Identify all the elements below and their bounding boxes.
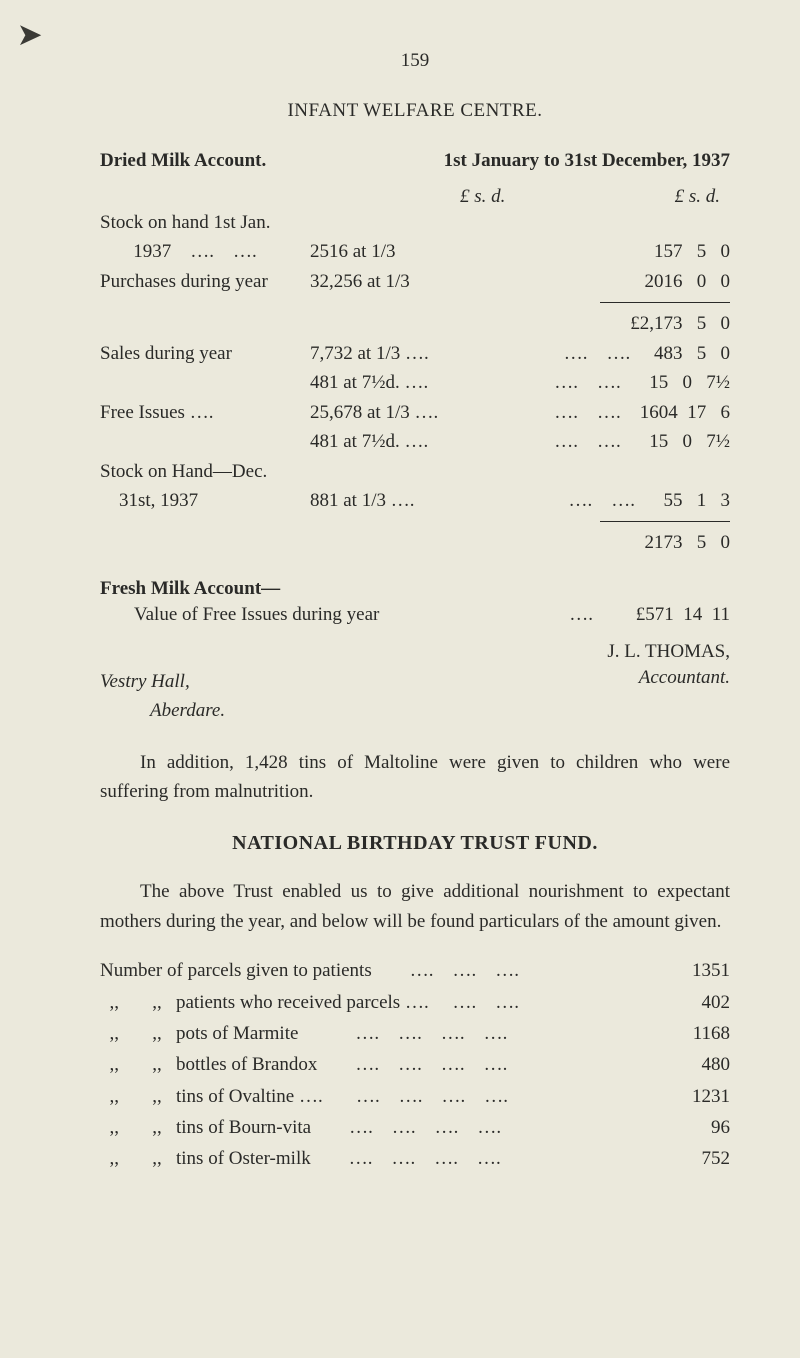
section-title: INFANT WELFARE CENTRE. — [100, 100, 730, 122]
row-mid: 32,256 at 1/3 — [310, 267, 540, 296]
vestry-hall: Vestry Hall, — [100, 671, 190, 692]
list-num: 1231 — [650, 1081, 730, 1112]
list-label: Number of parcels given to patients …. …… — [100, 955, 650, 986]
row-amt: …. …. 15 0 7½ — [540, 368, 730, 397]
ledger-row: Sales during year 7,732 at 1/3 …. …. …. … — [100, 339, 730, 368]
page-content: 159 INFANT WELFARE CENTRE. Dried Milk Ac… — [0, 0, 800, 1215]
list-num: 96 — [650, 1112, 730, 1143]
row-mid: 7,732 at 1/3 …. — [310, 339, 540, 368]
row-amt: 2016 0 0 — [540, 267, 730, 296]
fresh-milk-title: Fresh Milk Account— — [100, 578, 730, 600]
row-amt: …. …. 15 0 7½ — [540, 427, 730, 456]
subtotal-1: £2,173 5 0 — [540, 309, 730, 338]
list-label: ,, ,, patients who received parcels …. …… — [100, 987, 650, 1018]
row-desc: 1937 …. …. — [100, 237, 310, 266]
list-label: ,, ,, pots of Marmite …. …. …. …. — [100, 1018, 650, 1049]
account-header: Dried Milk Account. 1st January to 31st … — [100, 150, 730, 172]
row-mid: 481 at 7½d. …. — [310, 368, 540, 397]
row-mid: 25,678 at 1/3 …. — [310, 398, 540, 427]
fresh-value-label: Value of Free Issues during year — [100, 600, 569, 629]
list-num: 752 — [650, 1143, 730, 1174]
fresh-value-amount: …. £571 14 11 — [569, 600, 730, 629]
ledger-block-2: Sales during year 7,732 at 1/3 …. …. …. … — [100, 339, 730, 516]
row-desc: Stock on Hand—Dec. — [100, 457, 540, 486]
lsd-header: £ s. d. £ s. d. — [100, 186, 730, 208]
ledger-row: Free Issues …. 25,678 at 1/3 …. …. …. 16… — [100, 398, 730, 427]
ledger-block-1: Stock on hand 1st Jan. 1937 …. …. 2516 a… — [100, 208, 730, 296]
page-number: 159 — [100, 50, 730, 72]
ledger-row: 1937 …. …. 2516 at 1/3 157 5 0 — [100, 237, 730, 266]
parcel-list: Number of parcels given to patients …. …… — [100, 955, 730, 1174]
list-item: ,, ,, tins of Oster-milk …. …. …. …. 752 — [100, 1143, 730, 1174]
list-label: ,, ,, tins of Bourn-vita …. …. …. …. — [100, 1112, 650, 1143]
list-item: ,, ,, patients who received parcels …. …… — [100, 987, 730, 1018]
rule-line — [600, 521, 730, 522]
row-amt: …. …. 55 1 3 — [540, 486, 730, 515]
list-num: 1168 — [650, 1018, 730, 1049]
row-amt: …. …. 483 5 0 — [540, 339, 730, 368]
row-desc: Free Issues …. — [100, 398, 310, 427]
account-header-left: Dried Milk Account. — [100, 150, 266, 172]
vestry-sig-row: Vestry Hall, Accountant. — [100, 667, 730, 696]
lsd-right: £ s. d. — [580, 186, 730, 208]
list-label: ,, ,, tins of Oster-milk …. …. …. …. — [100, 1143, 650, 1174]
ledger-row: Stock on Hand—Dec. — [100, 457, 730, 486]
total-row: 2173 5 0 — [100, 528, 730, 557]
row-desc: Stock on hand 1st Jan. — [100, 208, 310, 237]
list-num: 480 — [650, 1049, 730, 1080]
fresh-value-row: Value of Free Issues during year …. £571… — [100, 600, 730, 629]
row-amt: 157 5 0 — [540, 237, 730, 266]
list-num: 1351 — [650, 955, 730, 986]
ledger-row: Stock on hand 1st Jan. — [100, 208, 730, 237]
para-maltoline: In addition, 1,428 tins of Maltoline wer… — [100, 748, 730, 807]
row-mid: 481 at 7½d. …. — [310, 427, 540, 456]
para-trust: The above Trust enabled us to give addit… — [100, 877, 730, 936]
lsd-left: £ s. d. — [460, 186, 520, 208]
ledger-row: Purchases during year 32,256 at 1/3 2016… — [100, 267, 730, 296]
ledger-row: 31st, 1937 881 at 1/3 …. …. …. 55 1 3 — [100, 486, 730, 515]
row-mid: 881 at 1/3 …. — [310, 486, 540, 515]
ledger-row: 481 at 7½d. …. …. …. 15 0 7½ — [100, 368, 730, 397]
list-num: 402 — [650, 987, 730, 1018]
national-title: NATIONAL BIRTHDAY TRUST FUND. — [100, 832, 730, 855]
list-item: ,, ,, pots of Marmite …. …. …. …. 1168 — [100, 1018, 730, 1049]
list-item: ,, ,, bottles of Brandox …. …. …. …. 480 — [100, 1049, 730, 1080]
signature-role: Accountant. — [639, 667, 730, 696]
row-desc: Sales during year — [100, 339, 310, 368]
row-desc: 31st, 1937 — [100, 486, 310, 515]
vestry-aberdare: Aberdare. — [100, 696, 730, 725]
subtotal-row: £2,173 5 0 — [100, 309, 730, 338]
ledger-row: 481 at 7½d. …. …. …. 15 0 7½ — [100, 427, 730, 456]
list-item: Number of parcels given to patients …. …… — [100, 955, 730, 986]
vestry-line2-wrap: Aberdare. — [100, 696, 730, 725]
signature-name: J. L. THOMAS, — [100, 637, 730, 666]
list-label: ,, ,, bottles of Brandox …. …. …. …. — [100, 1049, 650, 1080]
list-item: ,, ,, tins of Ovaltine …. …. …. …. …. 12… — [100, 1081, 730, 1112]
list-label: ,, ,, tins of Ovaltine …. …. …. …. …. — [100, 1081, 650, 1112]
row-mid: 2516 at 1/3 — [310, 237, 540, 266]
row-amt: …. …. 1604 17 6 — [540, 398, 730, 427]
rule-line — [600, 302, 730, 303]
list-item: ,, ,, tins of Bourn-vita …. …. …. …. 96 — [100, 1112, 730, 1143]
account-header-right: 1st January to 31st December, 1937 — [444, 150, 730, 172]
row-desc: Purchases during year — [100, 267, 310, 296]
total-amount: 2173 5 0 — [540, 528, 730, 557]
signature-block: J. L. THOMAS, — [100, 637, 730, 666]
